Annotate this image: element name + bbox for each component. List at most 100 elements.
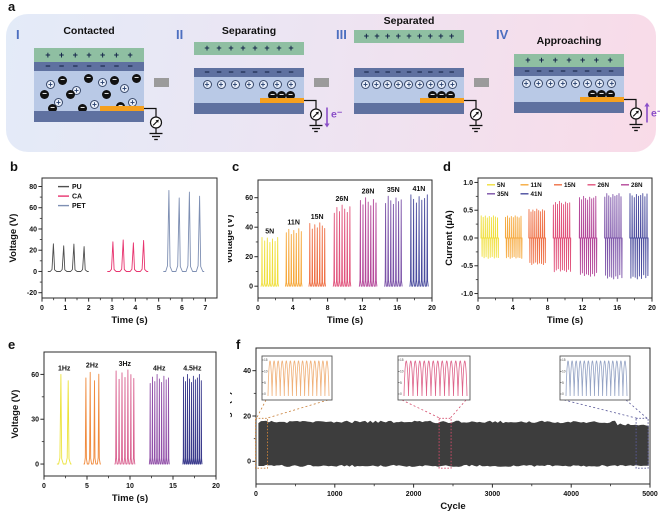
x-tick-label: 4 bbox=[133, 305, 137, 312]
y-axis-label: Voltage (V) bbox=[228, 215, 235, 264]
bottom-electrode-strip bbox=[420, 98, 464, 103]
panel-b-chart: 0 1 2 3 4 5 6 7 -20 0 20 40 60 80 Time (s) Voltage (V) P… bbox=[4, 158, 226, 334]
legend-item-PET: PET bbox=[72, 203, 86, 210]
meter-needle-head bbox=[635, 110, 639, 114]
plus-charge-icon: + bbox=[374, 31, 380, 41]
current-vs-time-force-chart: 0 4 8 12 16 20 1.0 0.5 0.0 -0.5 -1.0 Time (s) Curren… bbox=[444, 177, 656, 326]
x-tick-label: 20 bbox=[212, 483, 220, 490]
y-tick-label: -0.5 bbox=[461, 263, 473, 270]
y-tick-label: 0 bbox=[249, 284, 253, 291]
trapped-minus-charge-icon: − bbox=[428, 91, 437, 100]
series-4Hz bbox=[148, 373, 170, 465]
panel-c-chart: 0 4 8 12 16 20 0 20 40 60 Time (s) Voltage (V) 5N 11N… bbox=[224, 158, 438, 334]
plus-charge-icon: + bbox=[406, 31, 412, 41]
y-tick-label: 80 bbox=[29, 184, 37, 191]
stage-numeral: II bbox=[176, 27, 184, 42]
plus-charge-icon: + bbox=[276, 43, 282, 53]
trapped-minus-charge-icon: − bbox=[588, 90, 597, 99]
circled-plus-charge-icon: + bbox=[607, 79, 617, 88]
series-35N bbox=[604, 193, 623, 280]
inset-tick-label: 10 bbox=[264, 370, 268, 374]
y-tick-label: 40 bbox=[245, 225, 253, 232]
circled-plus-charge-icon: + bbox=[244, 80, 254, 89]
circuit-wire bbox=[464, 99, 477, 109]
plus-charge-icon: + bbox=[264, 43, 270, 53]
bottom-substrate-layer bbox=[354, 103, 464, 114]
circled-plus-charge-icon: + bbox=[533, 79, 543, 88]
series-41N bbox=[629, 193, 649, 280]
plus-charge-icon: + bbox=[427, 31, 433, 41]
legend-item-26N: 26N bbox=[598, 182, 610, 189]
x-tick-label: 12 bbox=[359, 305, 367, 312]
minus-charge-icon: − bbox=[216, 67, 222, 77]
group-label-15N: 15N bbox=[311, 214, 324, 221]
circled-plus-charge-icon: + bbox=[382, 80, 392, 89]
group-label-5N: 5N bbox=[265, 229, 274, 236]
group-label-35N: 35N bbox=[387, 187, 400, 194]
circled-minus-charge-icon: − bbox=[66, 90, 75, 99]
inset-tick-label: 15 bbox=[562, 358, 566, 362]
tribo-film-layer: − − − − − − − − − bbox=[354, 68, 464, 77]
y-tick-label: -20 bbox=[27, 290, 37, 297]
circled-plus-charge-icon: + bbox=[558, 79, 568, 88]
x-tick-label: 8 bbox=[546, 305, 550, 312]
electron-flow-arrowhead bbox=[644, 102, 650, 107]
minus-charge-icon: − bbox=[86, 61, 92, 71]
inset-waveform bbox=[565, 360, 628, 397]
circled-minus-charge-icon: − bbox=[84, 74, 93, 83]
circled-plus-charge-icon: + bbox=[415, 80, 425, 89]
circled-plus-charge-icon: + bbox=[230, 80, 240, 89]
minus-charge-row: − − − − − − − − bbox=[514, 67, 624, 76]
inset-tick-label: 5 bbox=[264, 381, 266, 385]
minus-charge-icon: − bbox=[45, 61, 51, 71]
circled-plus-charge-icon: + bbox=[216, 80, 226, 89]
circled-minus-charge-icon: − bbox=[48, 104, 57, 113]
group-label-2Hz: 2Hz bbox=[86, 362, 99, 369]
plus-charge-icon: + bbox=[240, 43, 246, 53]
bottom-electrode-strip bbox=[100, 106, 144, 111]
y-tick-label: 40 bbox=[29, 226, 37, 233]
group-label-4Hz: 4Hz bbox=[153, 365, 166, 372]
substrate-layer: + + + + + + + + − − − bbox=[514, 76, 624, 102]
legend-item-PU: PU bbox=[72, 184, 82, 191]
plus-charge-icon: + bbox=[538, 55, 545, 65]
group-label-1Hz: 1Hz bbox=[58, 365, 71, 372]
series-11N bbox=[285, 228, 303, 287]
panel-label-a: a bbox=[8, 0, 16, 14]
series-4.5Hz bbox=[182, 373, 203, 465]
substrate-layer: +++++++−−−−−−−−−− bbox=[34, 71, 144, 113]
minus-charge-icon: − bbox=[524, 66, 530, 76]
transition-arrow-icon bbox=[474, 78, 489, 87]
inset-leader-line bbox=[256, 399, 267, 419]
x-axis-label: Time (s) bbox=[547, 315, 583, 326]
minus-charge-icon: − bbox=[72, 61, 78, 71]
circled-plus-charge-icon: + bbox=[272, 80, 282, 89]
series-PET bbox=[163, 190, 205, 272]
circled-plus-charge-icon: + bbox=[90, 100, 99, 109]
circled-plus-charge-icon: + bbox=[46, 80, 55, 89]
x-tick-label: 10 bbox=[126, 483, 134, 490]
plus-charge-icon: + bbox=[607, 55, 613, 65]
panel-f-chart: 0 1000 2000 3000 4000 5000 0 20 40 Cycle Voltage (… bbox=[222, 336, 658, 518]
transition-arrow-icon bbox=[314, 78, 329, 87]
plus-charge-icon: + bbox=[58, 49, 65, 60]
plus-charge-icon: + bbox=[395, 31, 401, 41]
circled-minus-charge-icon: − bbox=[132, 74, 141, 83]
plus-charge-icon: + bbox=[228, 43, 234, 53]
tribo-film-layer: − − − − − − − bbox=[34, 62, 144, 71]
x-tick-label: 20 bbox=[648, 305, 656, 312]
trapped-minus-charge-icon: − bbox=[437, 91, 446, 100]
plus-charge-icon: + bbox=[100, 49, 106, 60]
stage-numeral: I bbox=[16, 27, 20, 42]
group-label-3Hz: 3Hz bbox=[119, 361, 132, 368]
stage-separating: II Separating + + + + + + + + − − − − − − − − + + + + + + + − − − e⁻ bbox=[176, 14, 343, 154]
panel-a-schematic: I Contacted + + + + + + + − − − − − − − + + + + + + + − − − − − − − − −… bbox=[6, 2, 660, 154]
circled-plus-charge-icon: + bbox=[120, 84, 129, 93]
inset-leader-line bbox=[625, 399, 648, 419]
circled-plus-charge-icon: + bbox=[595, 79, 605, 88]
x-tick-label: 7 bbox=[203, 305, 207, 312]
trapped-minus-charge-icon: − bbox=[597, 90, 606, 99]
minus-charge-icon: − bbox=[416, 67, 423, 77]
minus-charge-icon: − bbox=[536, 66, 542, 76]
plus-charge-icon: + bbox=[385, 31, 391, 41]
